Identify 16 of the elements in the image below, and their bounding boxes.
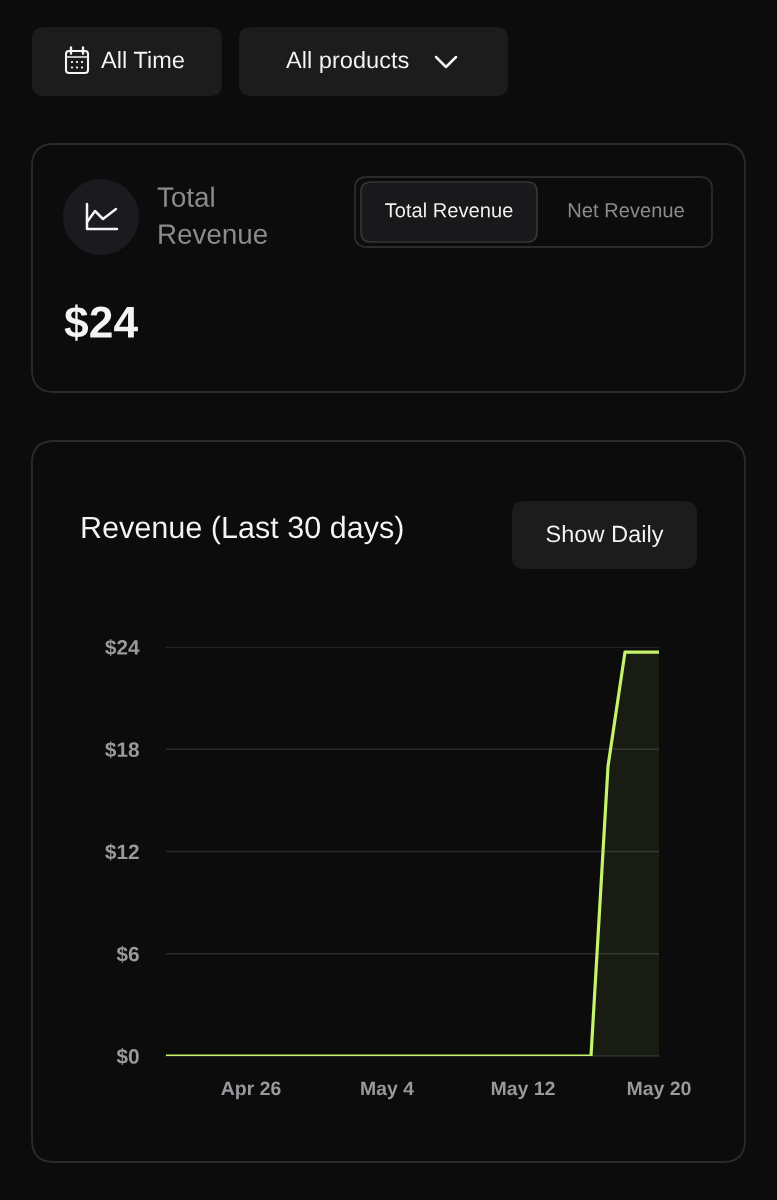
x-tick-label: May 20 [627, 1081, 691, 1100]
x-tick-label: May 12 [491, 1081, 555, 1100]
y-tick-label: $12 [105, 843, 139, 861]
chart-title: Revenue (Last 30 days) [82, 515, 403, 545]
text: Total Revenue [385, 202, 513, 218]
x-tick-label: Apr 26 [221, 1081, 281, 1100]
x-tick-label: May 4 [361, 1081, 414, 1100]
y-tick-label: $24 [105, 639, 140, 657]
y-tick-label: $0 [116, 1048, 139, 1066]
y-tick-label: $6 [116, 945, 139, 963]
text: Total Revenue [157, 186, 267, 244]
text: All Time [101, 51, 184, 69]
text: Net Revenue [568, 203, 684, 218]
y-tick-label: $18 [105, 741, 139, 759]
text: Show Daily [546, 524, 664, 548]
text: All products [286, 51, 409, 73]
